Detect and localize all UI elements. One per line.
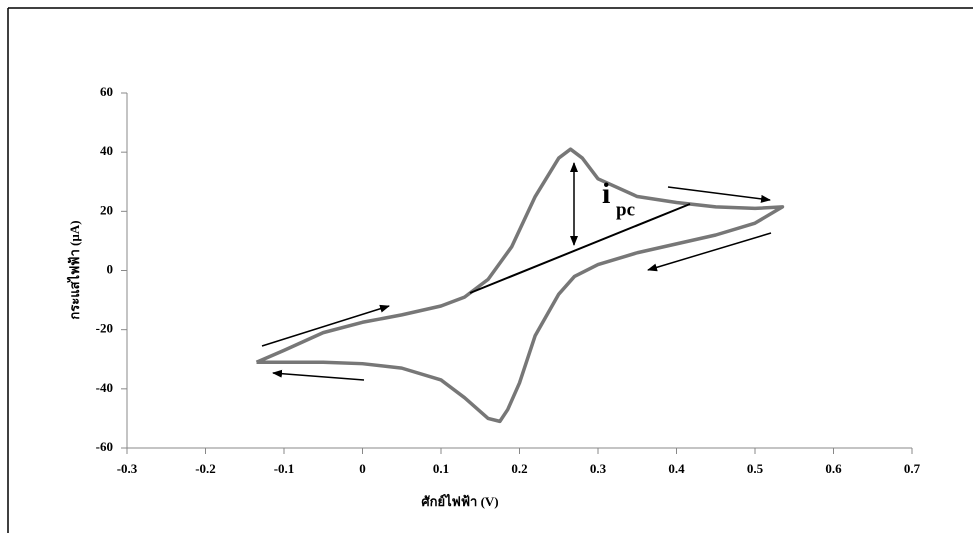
x-tick-label: -0.3 (117, 461, 138, 476)
x-tick-label: 0.1 (433, 461, 449, 476)
y-tick-label: 0 (107, 261, 114, 276)
x-tick-label: -0.1 (274, 461, 295, 476)
x-tick-label: -0.2 (195, 461, 216, 476)
scan-arrow (261, 304, 390, 347)
x-tick-label: 0.4 (668, 461, 685, 476)
y-tick-label: 60 (100, 84, 113, 99)
y-tick-label: -40 (96, 380, 113, 395)
x-tick-label: 0.2 (511, 461, 527, 476)
y-tick-label: 40 (100, 143, 113, 158)
x-tick-label: 0.3 (590, 461, 607, 476)
x-tick-label: 0 (359, 461, 366, 476)
y-tick-label: 20 (100, 202, 113, 217)
y-axis-label: กระแสไฟฟ้า (µA) (66, 220, 82, 319)
scan-arrow (272, 369, 365, 381)
x-axis-label: ศักย์ไฟฟ้า (V) (421, 493, 498, 509)
x-tick-label: 0.5 (747, 461, 764, 476)
cv-curve (255, 147, 785, 424)
plot (255, 147, 785, 424)
annotation: i (602, 177, 610, 210)
x-tick-label: 0.6 (825, 461, 842, 476)
scan-arrow (667, 186, 771, 203)
y-tick-label: -20 (96, 321, 113, 336)
baseline (469, 203, 691, 294)
annotation-subscript: pc (616, 199, 635, 220)
y-tick-label: -60 (96, 439, 113, 454)
scan-arrow (647, 232, 772, 272)
x-tick-label: 0.7 (904, 461, 921, 476)
